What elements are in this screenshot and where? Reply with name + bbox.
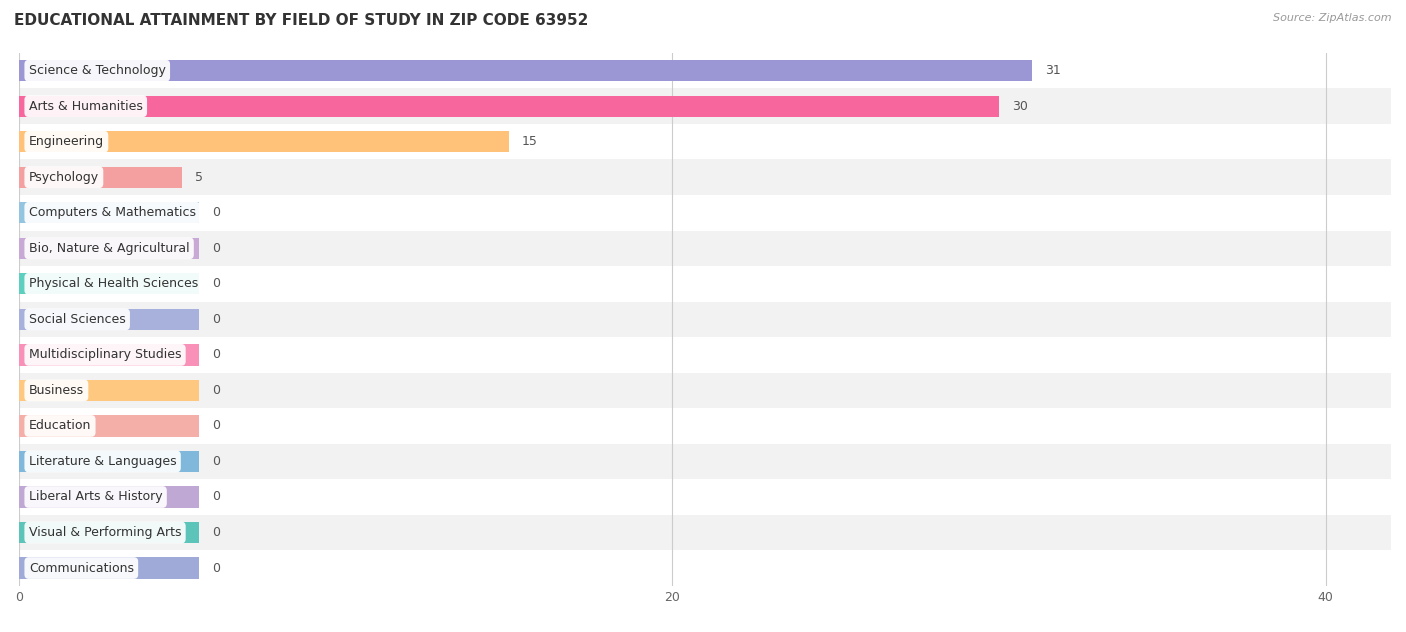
Text: EDUCATIONAL ATTAINMENT BY FIELD OF STUDY IN ZIP CODE 63952: EDUCATIONAL ATTAINMENT BY FIELD OF STUDY…: [14, 13, 589, 28]
Bar: [20, 308, 198, 330]
Text: Engineering: Engineering: [28, 135, 104, 149]
Bar: [20, 124, 1391, 159]
Text: Physical & Health Sciences: Physical & Health Sciences: [28, 277, 198, 290]
Text: 0: 0: [212, 242, 219, 255]
Text: Arts & Humanities: Arts & Humanities: [28, 100, 142, 112]
Bar: [20, 344, 198, 365]
Bar: [20, 231, 1391, 266]
Bar: [20, 238, 198, 259]
Bar: [20, 266, 1391, 301]
Bar: [20, 373, 1391, 408]
Bar: [20, 202, 198, 224]
Text: 0: 0: [212, 526, 219, 539]
Text: Communications: Communications: [28, 562, 134, 574]
Text: 0: 0: [212, 313, 219, 326]
Text: Science & Technology: Science & Technology: [28, 64, 166, 77]
Text: Business: Business: [28, 384, 84, 397]
Text: Computers & Mathematics: Computers & Mathematics: [28, 206, 195, 219]
Text: Source: ZipAtlas.com: Source: ZipAtlas.com: [1274, 13, 1392, 23]
Text: 0: 0: [212, 455, 219, 468]
Text: Education: Education: [28, 420, 91, 432]
Bar: [20, 408, 1391, 444]
Text: Multidisciplinary Studies: Multidisciplinary Studies: [28, 348, 181, 362]
Bar: [20, 380, 198, 401]
Bar: [20, 131, 509, 152]
Bar: [20, 522, 198, 543]
Bar: [20, 451, 198, 472]
Bar: [20, 415, 198, 437]
Text: Psychology: Psychology: [28, 171, 98, 184]
Bar: [20, 60, 1032, 82]
Text: 0: 0: [212, 206, 219, 219]
Bar: [20, 514, 1391, 550]
Text: 0: 0: [212, 277, 219, 290]
Bar: [20, 301, 1391, 337]
Text: Liberal Arts & History: Liberal Arts & History: [28, 490, 163, 504]
Text: Visual & Performing Arts: Visual & Performing Arts: [28, 526, 181, 539]
Bar: [20, 88, 1391, 124]
Bar: [20, 487, 198, 507]
Bar: [20, 167, 183, 188]
Bar: [20, 479, 1391, 514]
Text: Bio, Nature & Agricultural: Bio, Nature & Agricultural: [28, 242, 190, 255]
Bar: [20, 95, 1000, 117]
Text: Social Sciences: Social Sciences: [28, 313, 125, 326]
Bar: [20, 557, 198, 579]
Text: 30: 30: [1012, 100, 1028, 112]
Text: 15: 15: [522, 135, 538, 149]
Text: 0: 0: [212, 348, 219, 362]
Text: 5: 5: [195, 171, 204, 184]
Text: 31: 31: [1045, 64, 1060, 77]
Bar: [20, 273, 198, 295]
Text: 0: 0: [212, 562, 219, 574]
Text: 0: 0: [212, 490, 219, 504]
Bar: [20, 444, 1391, 479]
Text: Literature & Languages: Literature & Languages: [28, 455, 176, 468]
Bar: [20, 195, 1391, 231]
Bar: [20, 550, 1391, 586]
Bar: [20, 159, 1391, 195]
Bar: [20, 53, 1391, 88]
Bar: [20, 337, 1391, 373]
Text: 0: 0: [212, 384, 219, 397]
Text: 0: 0: [212, 420, 219, 432]
